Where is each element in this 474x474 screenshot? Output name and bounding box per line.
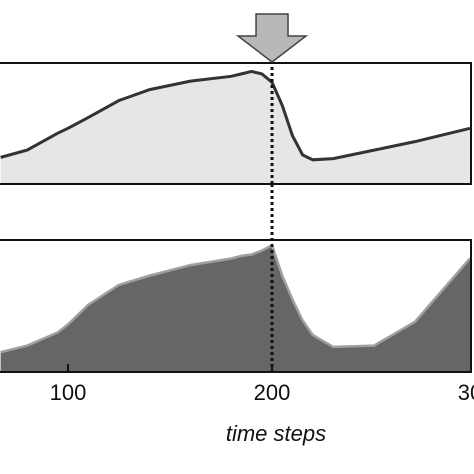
area <box>0 245 470 372</box>
panel-frame <box>0 239 472 373</box>
x-axis-label: time steps <box>226 421 326 446</box>
line <box>0 243 471 354</box>
x-tick-label: 100 <box>50 380 87 405</box>
event-arrow <box>235 13 309 63</box>
x-tick-label: 300 <box>458 380 474 405</box>
panel-frame <box>0 62 472 185</box>
line <box>0 69 471 162</box>
x-tick-label: 200 <box>254 380 291 405</box>
